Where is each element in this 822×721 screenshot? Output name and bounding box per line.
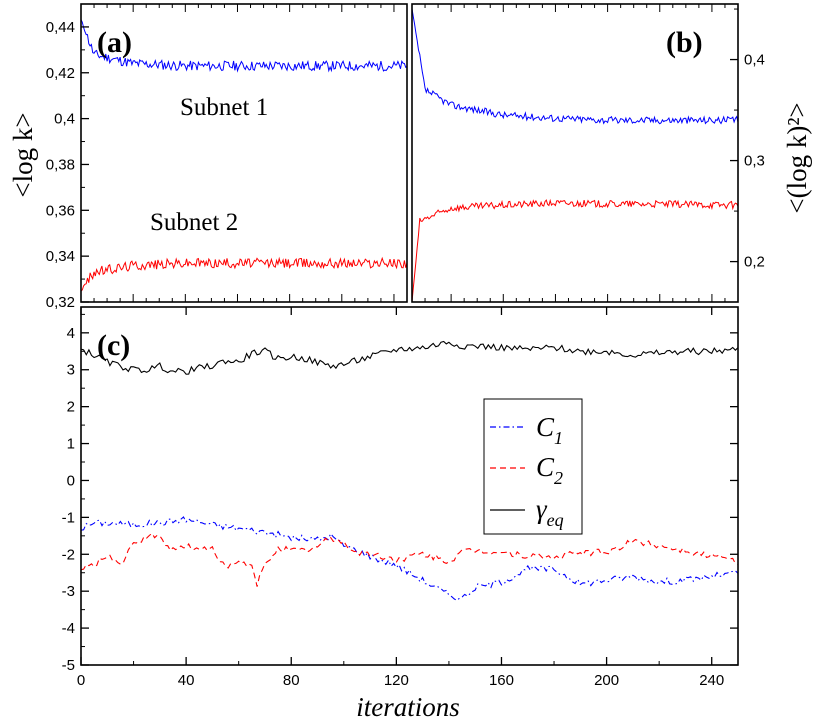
ytick-label-a-5: 0,42: [46, 65, 75, 82]
subnet-1-annotation: Subnet 1: [180, 94, 268, 121]
panel-a-series: [80, 19, 408, 292]
ytick-label-b-0: 0,2: [744, 254, 765, 271]
legend-entry-c2: C2: [536, 452, 563, 488]
series-line-c-1: [80, 516, 739, 602]
panel-c-xlabel: iterations: [356, 692, 460, 721]
xtick-label-c-2: 80: [283, 672, 300, 689]
legend: C1 C2 γeq: [483, 398, 583, 535]
ytick-label-b-2: 0,4: [744, 52, 765, 69]
panel-b-frame: [411, 3, 739, 303]
xtick-label-c-6: 240: [699, 672, 724, 689]
ytick-label-c-3: -2: [62, 546, 75, 563]
series-line-c-2: [80, 532, 739, 587]
legend-box: [483, 398, 583, 535]
panel-a-ylabel: <log k>: [8, 112, 38, 197]
xtick-label-c-3: 120: [384, 672, 409, 689]
subnet-2-annotation: Subnet 2: [150, 209, 238, 236]
panel-c-label: (c): [97, 329, 130, 362]
ytick-label-a-0: 0,32: [46, 294, 75, 311]
ytick-label-c-4: -1: [62, 509, 75, 526]
panel-b-ylabel: <(log k)²>: [782, 102, 812, 213]
panel-a-label: (a): [97, 26, 132, 59]
xtick-label-c-1: 40: [178, 672, 195, 689]
ytick-label-a-1: 0,34: [46, 248, 75, 265]
panel-a: 0,32 0,34 0,36 0,38 0,4 0,42 0,44 (a) Subnet 1…: [8, 3, 408, 311]
ytick-label-a-6: 0,44: [46, 19, 75, 36]
ytick-label-a-2: 0,36: [46, 202, 75, 219]
ytick-label-c-5: 0: [67, 472, 75, 489]
xtick-label-c-5: 200: [594, 672, 619, 689]
ytick-label-c-6: 1: [67, 436, 75, 453]
panel-a-frame: [80, 3, 408, 303]
ytick-label-c-9: 4: [67, 325, 75, 342]
panel-b-ticks: 0,2 0,3 0,4: [411, 4, 765, 302]
series-line-c-3: [80, 340, 739, 375]
legend-entry-gamma: γeq: [536, 494, 564, 530]
ytick-label-c-1: -4: [62, 620, 75, 637]
panel-c-series: [80, 340, 739, 602]
ytick-label-b-1: 0,3: [744, 153, 765, 170]
ytick-label-a-3: 0,38: [46, 156, 75, 173]
legend-entry-c1: C1: [536, 412, 563, 448]
panel-c-frame: [80, 306, 739, 666]
panel-b: 0,2 0,3 0,4 (b) <(log k)²>: [411, 3, 812, 303]
panel-b-label: (b): [666, 26, 703, 59]
ytick-label-c-7: 2: [67, 399, 75, 416]
ytick-label-c-2: -3: [62, 583, 75, 600]
xtick-label-c-4: 160: [489, 672, 514, 689]
panel-b-series: [411, 8, 739, 303]
xtick-label-c-0: 0: [77, 672, 85, 689]
series-line-a-1: [80, 19, 408, 73]
ytick-label-a-4: 0,4: [54, 111, 75, 128]
series-line-b-2: [411, 198, 739, 303]
series-line-b-1: [411, 8, 739, 125]
ytick-label-c-0: -5: [62, 657, 75, 674]
series-line-a-2: [80, 256, 408, 292]
ytick-label-c-8: 3: [67, 362, 75, 379]
